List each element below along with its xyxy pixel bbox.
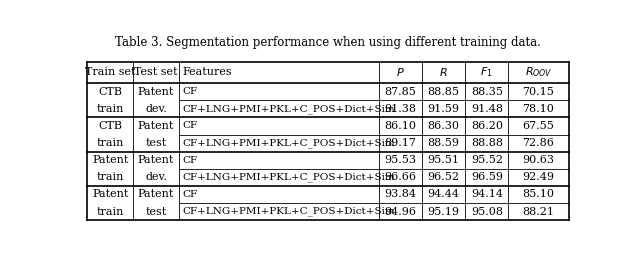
Text: CTB: CTB (99, 87, 122, 97)
Text: Patent: Patent (138, 121, 174, 131)
Text: 88.21: 88.21 (522, 207, 554, 217)
Text: CF: CF (183, 190, 198, 199)
Text: CTB: CTB (99, 121, 122, 131)
Text: Patent: Patent (92, 155, 129, 165)
Text: 67.55: 67.55 (522, 121, 554, 131)
Text: $R_{OOV}$: $R_{OOV}$ (525, 66, 552, 79)
Text: 95.52: 95.52 (471, 155, 503, 165)
Text: 88.59: 88.59 (428, 138, 460, 148)
Text: 95.51: 95.51 (428, 155, 460, 165)
Text: train: train (97, 207, 124, 217)
Text: CF: CF (183, 87, 198, 96)
Text: 96.66: 96.66 (384, 172, 416, 182)
Text: 93.84: 93.84 (384, 189, 416, 199)
Text: 87.85: 87.85 (384, 87, 416, 97)
Text: 91.38: 91.38 (384, 104, 416, 114)
Text: 92.49: 92.49 (522, 172, 554, 182)
Text: 91.48: 91.48 (471, 104, 503, 114)
Text: 89.17: 89.17 (384, 138, 416, 148)
Text: 95.53: 95.53 (384, 155, 416, 165)
Text: Patent: Patent (138, 189, 174, 199)
Text: CF+LNG+PMI+PKL+C_POS+Dict+Sim: CF+LNG+PMI+PKL+C_POS+Dict+Sim (183, 172, 396, 182)
Text: 72.86: 72.86 (522, 138, 554, 148)
Text: Train set: Train set (85, 68, 136, 77)
Text: Patent: Patent (138, 87, 174, 97)
Text: train: train (97, 138, 124, 148)
Text: 78.10: 78.10 (522, 104, 554, 114)
Text: dev.: dev. (145, 172, 167, 182)
Text: Patent: Patent (92, 189, 129, 199)
Text: test: test (145, 207, 166, 217)
Text: CF+LNG+PMI+PKL+C_POS+Dict+Sim: CF+LNG+PMI+PKL+C_POS+Dict+Sim (183, 104, 396, 114)
Text: 94.96: 94.96 (384, 207, 416, 217)
Text: test: test (145, 138, 166, 148)
Text: 70.15: 70.15 (522, 87, 554, 97)
Text: $P$: $P$ (396, 67, 404, 78)
Text: 88.35: 88.35 (471, 87, 503, 97)
Text: 95.08: 95.08 (471, 207, 503, 217)
Text: $F_1$: $F_1$ (481, 66, 493, 79)
Text: Test set: Test set (134, 68, 178, 77)
Text: 88.85: 88.85 (428, 87, 460, 97)
Text: train: train (97, 172, 124, 182)
Text: 85.10: 85.10 (522, 189, 554, 199)
Text: 86.30: 86.30 (428, 121, 460, 131)
Text: Table 3. Segmentation performance when using different training data.: Table 3. Segmentation performance when u… (115, 36, 541, 49)
Text: 96.52: 96.52 (428, 172, 460, 182)
Text: CF+LNG+PMI+PKL+C_POS+Dict+Sim: CF+LNG+PMI+PKL+C_POS+Dict+Sim (183, 207, 396, 216)
Text: dev.: dev. (145, 104, 167, 114)
Text: 95.19: 95.19 (428, 207, 460, 217)
Text: CF: CF (183, 121, 198, 131)
Text: 86.10: 86.10 (384, 121, 416, 131)
Text: train: train (97, 104, 124, 114)
Text: $R$: $R$ (439, 67, 448, 78)
Text: 96.59: 96.59 (471, 172, 503, 182)
Text: Patent: Patent (138, 155, 174, 165)
Text: CF: CF (183, 156, 198, 165)
Text: CF+LNG+PMI+PKL+C_POS+Dict+Sim: CF+LNG+PMI+PKL+C_POS+Dict+Sim (183, 138, 396, 148)
Text: 88.88: 88.88 (471, 138, 503, 148)
Text: Features: Features (183, 68, 232, 77)
Text: 86.20: 86.20 (471, 121, 503, 131)
Text: 91.59: 91.59 (428, 104, 460, 114)
Text: 94.44: 94.44 (428, 189, 460, 199)
Text: 94.14: 94.14 (471, 189, 503, 199)
Text: 90.63: 90.63 (522, 155, 554, 165)
